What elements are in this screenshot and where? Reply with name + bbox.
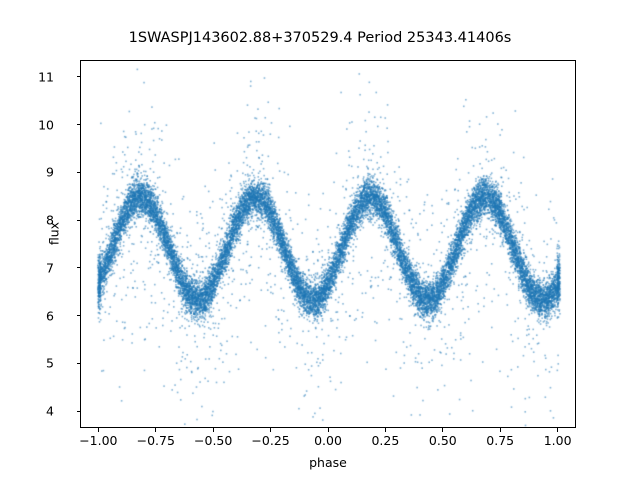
y-axis-tick-mark — [76, 124, 81, 126]
y-axis-tick-label: 7 — [46, 260, 54, 276]
x-axis-tick-mark — [327, 428, 329, 432]
x-axis-tick-label: −0.75 — [136, 433, 175, 448]
x-axis-tick-label: −1.00 — [79, 433, 118, 448]
x-axis-tick-mark — [212, 428, 214, 432]
y-axis-tick-mark — [76, 362, 81, 365]
y-axis-tick-label: 10 — [38, 117, 54, 133]
y-axis-tick-mark — [76, 410, 81, 412]
x-axis-tick-label: −0.25 — [251, 433, 290, 448]
y-axis-tick-label: 11 — [38, 69, 54, 85]
x-axis-tick-mark — [270, 428, 272, 432]
y-axis-label: flux — [46, 221, 62, 246]
x-axis-tick-mark — [384, 428, 386, 432]
y-axis-tick-label: 6 — [46, 308, 54, 324]
x-axis-label: phase — [309, 455, 347, 470]
y-axis-tick-label: 8 — [46, 212, 54, 228]
x-axis-tick-label: 0.00 — [314, 433, 342, 448]
plot-axes-area — [80, 60, 576, 428]
x-axis-tick-label: 0.50 — [428, 433, 457, 448]
y-axis-tick-mark — [76, 267, 81, 269]
x-axis-tick-mark — [557, 428, 559, 432]
scatter-plot-data — [81, 61, 575, 427]
y-axis-tick-mark — [76, 76, 81, 78]
x-axis-tick-label: −0.50 — [194, 433, 233, 448]
x-axis-tick-mark — [97, 428, 99, 432]
x-axis-tick-mark — [155, 428, 157, 432]
y-axis-tick-label: 4 — [46, 403, 54, 419]
y-axis-tick-mark — [76, 315, 81, 317]
x-axis-tick-label: 1.00 — [543, 433, 572, 448]
y-axis-tick-mark — [76, 171, 81, 173]
x-axis-tick-label: 0.75 — [486, 433, 515, 448]
x-axis-tick-mark — [442, 428, 444, 432]
x-axis-tick-mark — [499, 428, 501, 432]
x-axis-tick-label: 0.25 — [371, 433, 400, 448]
page-title: 1SWASPJ143602.88+370529.4 Period 25343.4… — [128, 30, 512, 46]
y-axis-tick-label: 9 — [46, 164, 54, 180]
y-axis-tick-mark — [76, 219, 81, 221]
y-axis-tick-label: 5 — [46, 355, 54, 371]
